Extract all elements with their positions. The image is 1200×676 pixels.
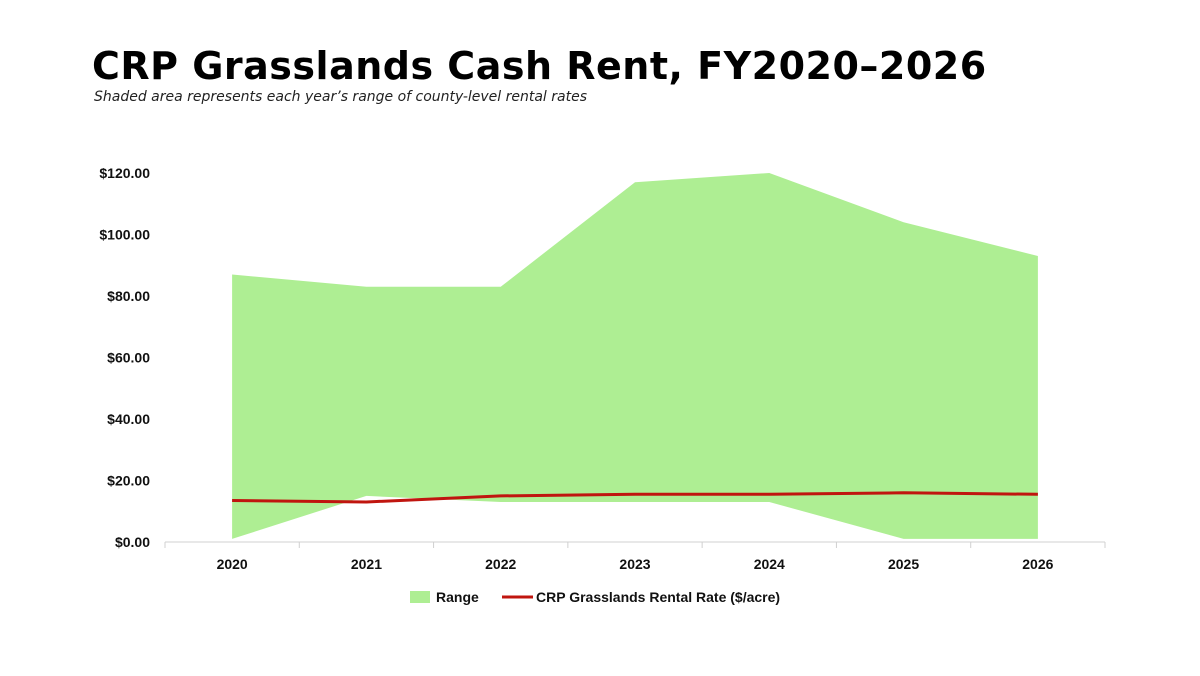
x-tick-label: 2024 — [754, 556, 785, 572]
y-tick-label: $0.00 — [115, 534, 150, 550]
legend-label-line: CRP Grasslands Rental Rate ($/acre) — [536, 589, 780, 605]
y-tick-label: $40.00 — [107, 411, 150, 427]
legend-swatch-range — [410, 591, 430, 603]
x-tick-label: 2025 — [888, 556, 919, 572]
range-area — [232, 173, 1038, 539]
x-tick-label: 2020 — [217, 556, 248, 572]
y-tick-label: $20.00 — [107, 473, 150, 489]
chart-title: CRP Grasslands Cash Rent, FY2020–2026 — [92, 44, 987, 88]
x-tick-label: 2022 — [485, 556, 516, 572]
x-tick-label: 2023 — [619, 556, 650, 572]
y-tick-label: $120.00 — [99, 165, 150, 181]
rental-rate-line — [232, 491, 1038, 504]
chart-subtitle: Shaded area represents each year’s range… — [94, 89, 587, 105]
y-tick-label: $60.00 — [107, 350, 150, 366]
y-tick-label: $100.00 — [99, 227, 150, 243]
legend-label-range: Range — [436, 589, 479, 605]
x-tick-label: 2026 — [1022, 556, 1053, 572]
x-tick-label: 2021 — [351, 556, 382, 572]
y-tick-label: $80.00 — [107, 288, 150, 304]
